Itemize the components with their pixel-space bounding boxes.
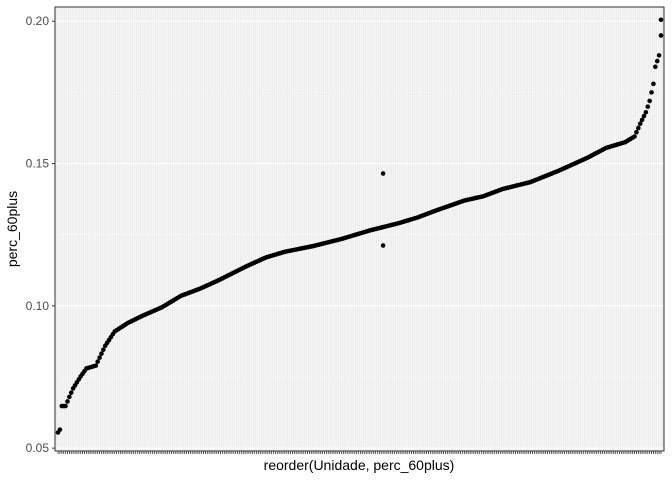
data-point <box>653 64 658 70</box>
data-point <box>656 53 662 58</box>
data-point <box>68 390 74 395</box>
data-point <box>645 104 651 109</box>
data-point <box>651 81 656 87</box>
y-axis-title: perc_60plus <box>4 191 20 267</box>
data-point <box>101 347 106 352</box>
data-point <box>67 394 72 400</box>
data-point <box>632 134 637 139</box>
data-point <box>639 117 645 123</box>
y-axis-ticks: 0.05 0.10 0.15 0.20 <box>26 14 55 455</box>
data-point <box>380 171 386 176</box>
data-point <box>658 17 664 23</box>
data-point <box>57 427 63 432</box>
y-tick-label: 0.05 <box>26 441 50 455</box>
plot-panel <box>55 7 664 451</box>
data-point <box>658 33 664 38</box>
data-point <box>95 359 100 364</box>
data-points <box>55 17 664 435</box>
data-point <box>637 121 643 126</box>
grid-lines <box>55 7 664 451</box>
data-point <box>641 113 647 119</box>
data-point <box>93 363 99 368</box>
x-axis-title: reorder(Unidade, perc_60plus) <box>264 457 455 473</box>
data-point <box>654 58 660 64</box>
data-point <box>636 125 641 131</box>
plot-border <box>54 6 665 452</box>
data-point <box>99 351 104 356</box>
y-tick-label: 0.10 <box>26 299 50 313</box>
data-point <box>380 243 386 248</box>
y-tick-label: 0.20 <box>26 14 50 28</box>
data-point <box>634 129 639 135</box>
data-point <box>643 110 649 115</box>
data-point <box>63 403 68 409</box>
data-point <box>97 355 102 360</box>
data-point <box>65 399 70 404</box>
data-point <box>649 90 654 95</box>
y-tick-label: 0.15 <box>26 157 50 171</box>
data-point <box>647 98 652 104</box>
